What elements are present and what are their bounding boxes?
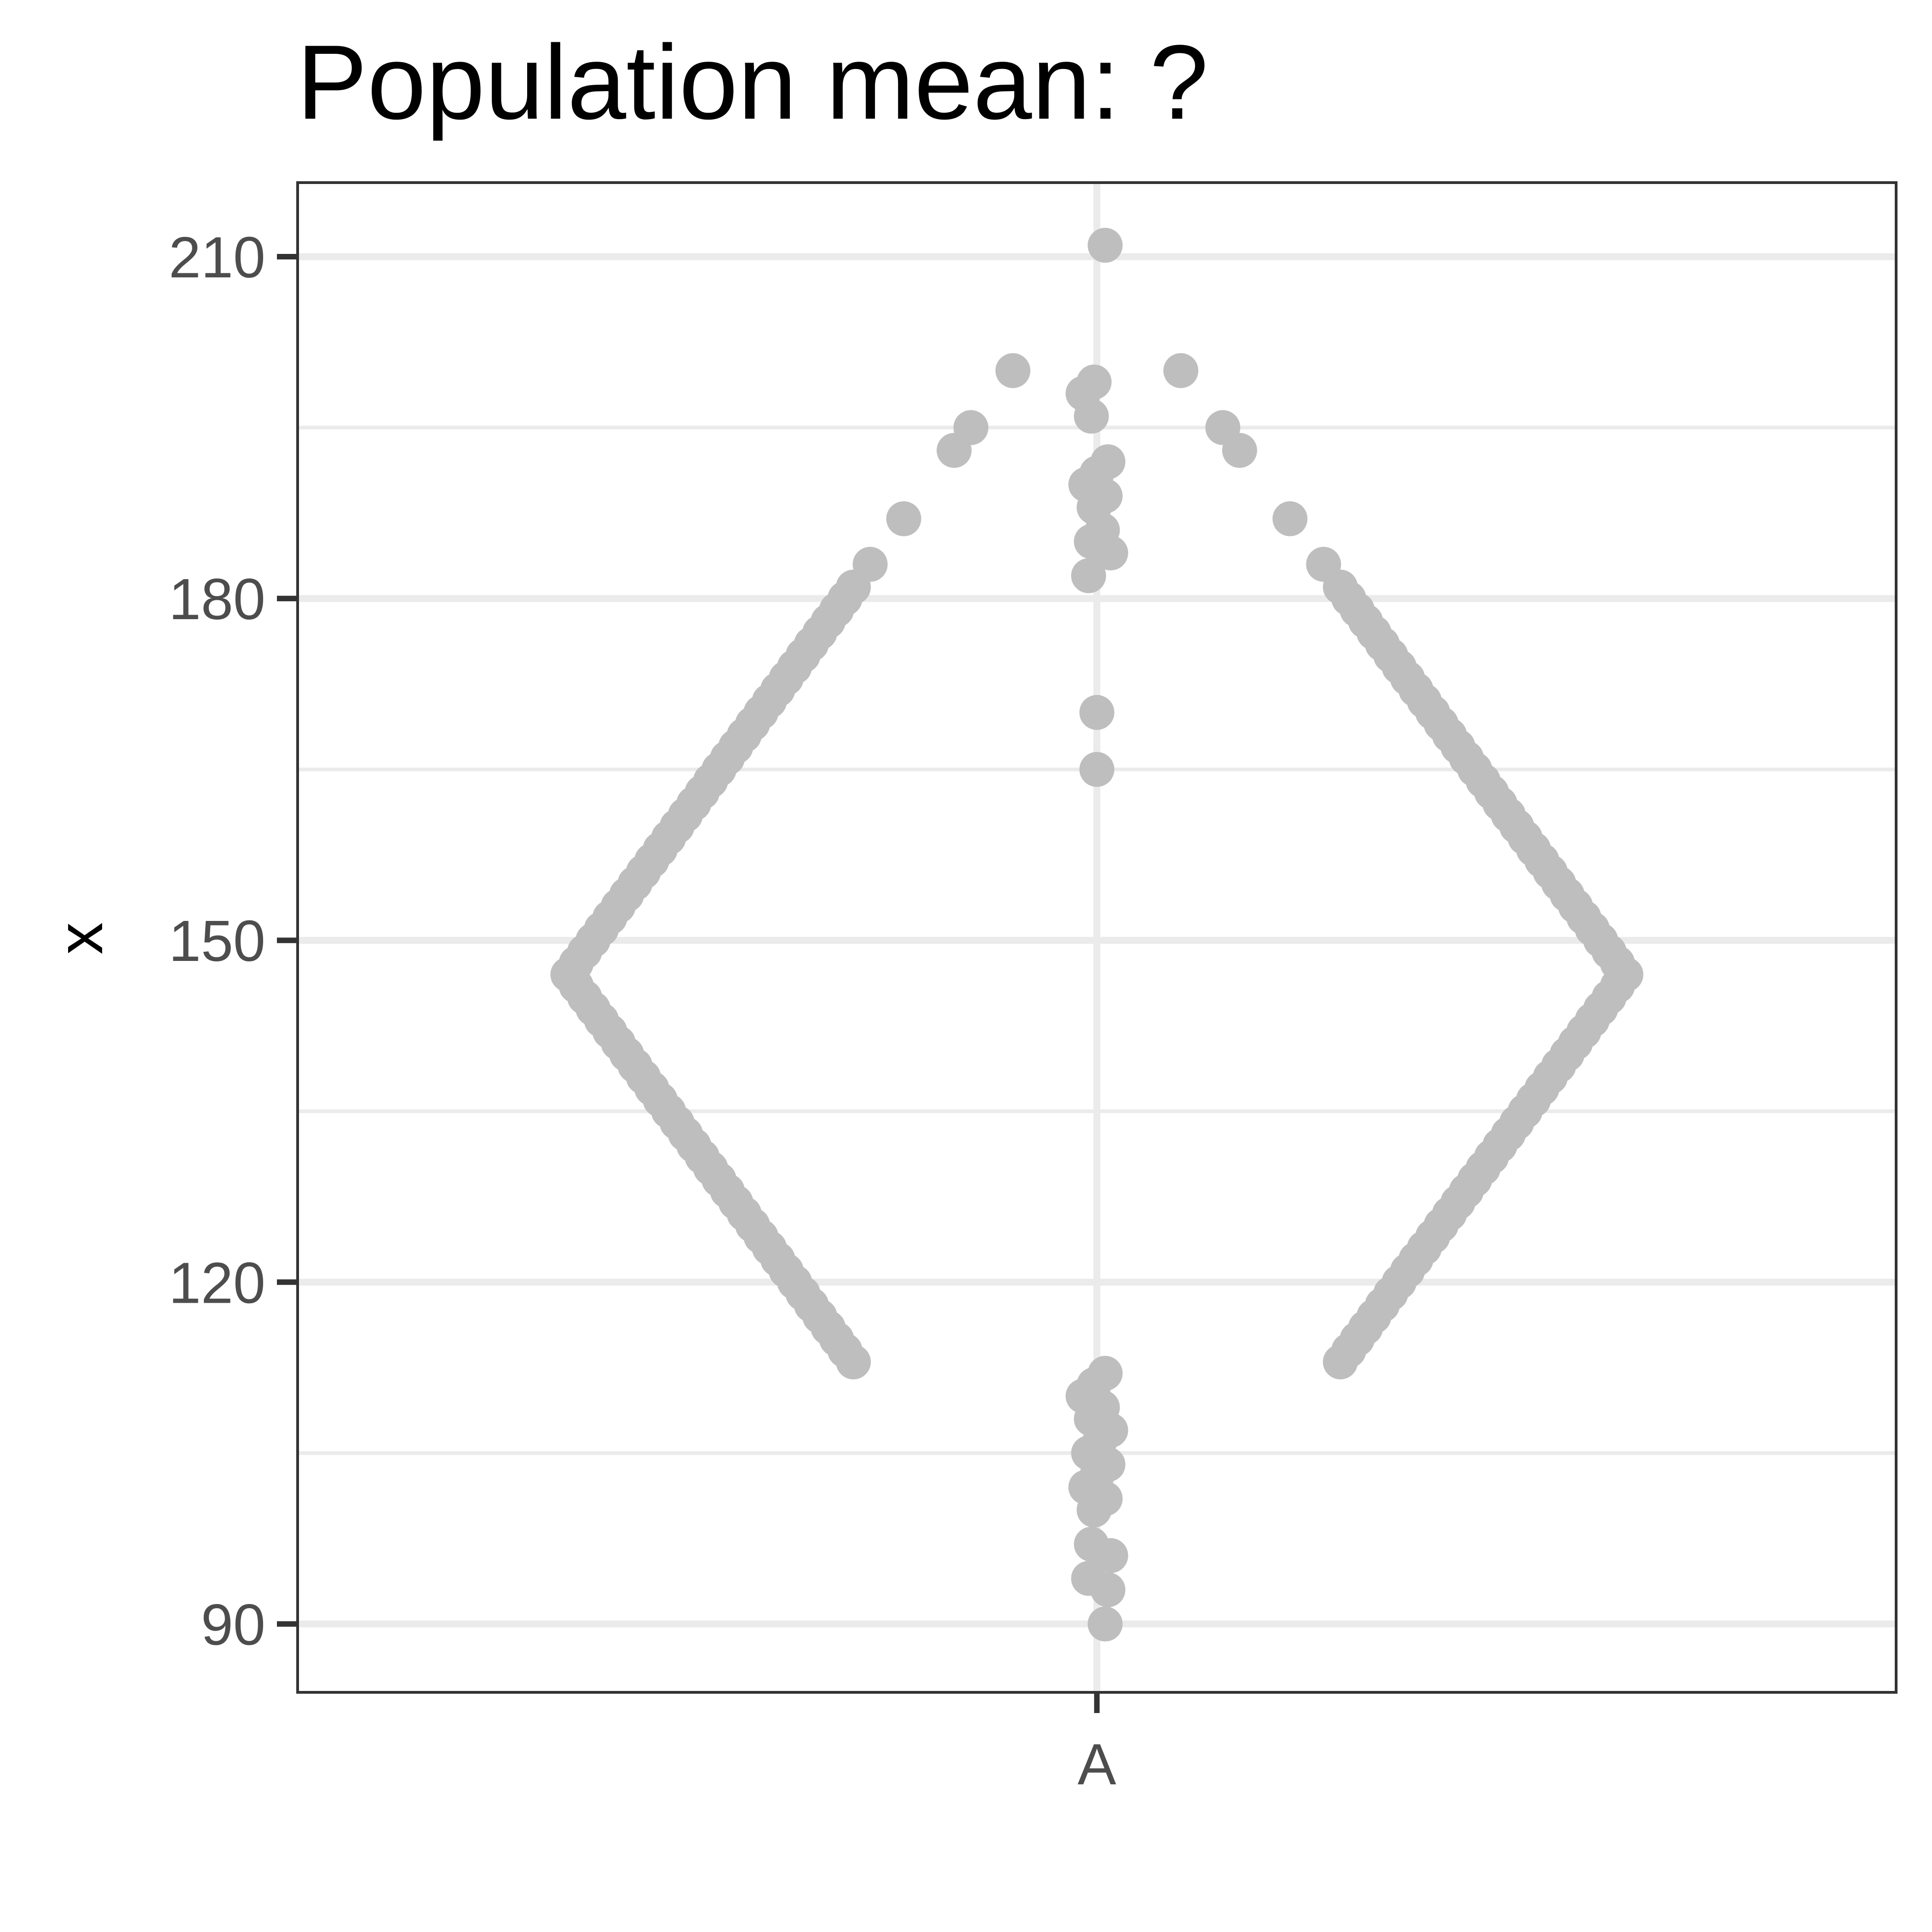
x-axis-tick-labels: A [1077,1732,1116,1797]
data-point [1163,353,1199,388]
data-point [1076,364,1112,400]
x-tick-label: A [1077,1732,1116,1797]
data-point [953,410,989,445]
data-point [886,501,921,536]
y-tick-label: 120 [169,1250,265,1315]
data-point [1071,558,1106,593]
data-point [1079,695,1115,730]
y-tick-label: 180 [169,567,265,632]
data-point [1272,501,1308,536]
data-point [852,546,888,582]
data-point [1071,1561,1106,1596]
data-point [1074,1526,1109,1562]
data-point [1306,546,1341,582]
data-point [1087,228,1123,263]
data-point [1087,1606,1123,1642]
data-points [550,228,1644,1642]
chart-title: Population mean: ? [297,23,1208,141]
y-tick-label: 90 [201,1592,265,1657]
y-axis-tick-labels: 90 120 150 180 210 [169,225,265,1657]
y-tick-label: 210 [169,225,265,290]
data-point [995,353,1030,388]
y-tick-label: 150 [169,908,265,973]
data-point [1079,752,1115,787]
data-point [1090,444,1126,479]
data-point [1087,1356,1123,1391]
axis-ticks [277,254,1100,1713]
y-axis-title: x [44,922,116,954]
data-point [1205,410,1241,445]
